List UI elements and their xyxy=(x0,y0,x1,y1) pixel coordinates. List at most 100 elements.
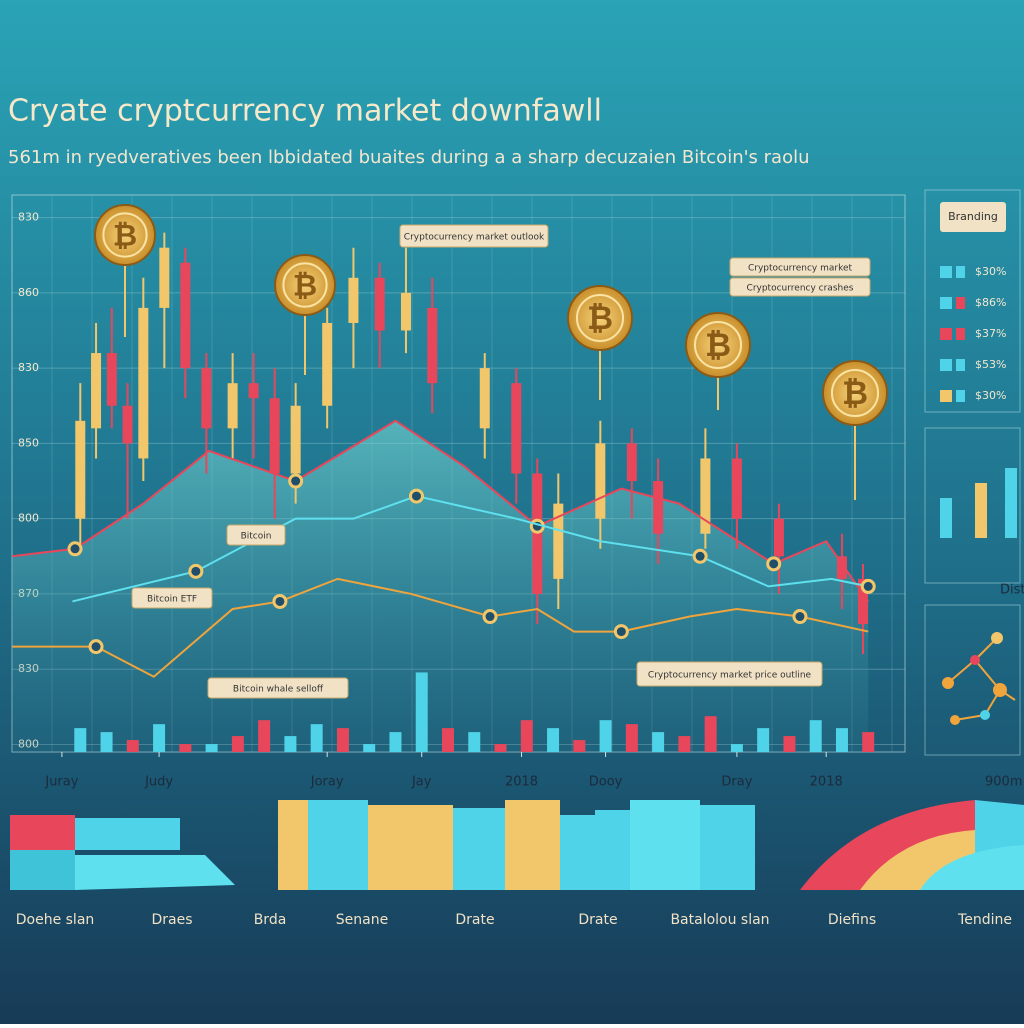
legend-title-box xyxy=(940,202,1006,232)
coin-symbol: ₿ xyxy=(705,326,731,364)
candle-body xyxy=(731,458,742,519)
volume-bar xyxy=(336,728,349,752)
bottom-graphics xyxy=(10,800,1024,890)
bottom-label: Diefins xyxy=(828,912,876,928)
candle-body xyxy=(75,420,86,519)
volume-bar xyxy=(205,744,218,752)
annotation-box xyxy=(399,224,549,248)
legend-label: $86% xyxy=(975,296,1006,309)
title: Cryate cryptcurrency market downfawll xyxy=(8,94,602,129)
y-tick-label: 800 xyxy=(18,512,39,525)
x-tick-label: Jay xyxy=(411,775,432,790)
point-marker xyxy=(692,548,708,564)
side-bar xyxy=(975,483,987,538)
coin-symbol: ₿ xyxy=(293,269,317,304)
annotation: Cryptocurrency market outlook xyxy=(404,233,545,243)
legend-swatch xyxy=(956,328,965,340)
volume-bar xyxy=(231,736,244,752)
annotation: Cryptocurrency market xyxy=(748,264,853,274)
legend-title: Branding xyxy=(948,210,998,223)
volume-bar xyxy=(704,716,717,752)
bottom-label: Tendine xyxy=(957,912,1012,928)
x-tick-label: Joray xyxy=(310,775,344,790)
candle-body xyxy=(138,307,149,459)
x-tick-label: Juray xyxy=(44,775,78,790)
volume-bar xyxy=(153,724,166,752)
network-nodes xyxy=(942,632,1007,725)
volume-bar xyxy=(310,724,323,752)
bottom-label: Doehe slan xyxy=(16,912,95,928)
bottom-label: Batalolou slan xyxy=(670,912,769,928)
volume-bar xyxy=(547,728,560,752)
point-marker xyxy=(408,488,424,504)
plot: 830860830850800870830800JurayJudyJorayJa… xyxy=(11,195,905,790)
legend-label: $53% xyxy=(975,358,1006,371)
volume-bar xyxy=(494,744,507,752)
candle-body xyxy=(227,383,238,429)
annotation-box xyxy=(636,661,823,687)
legend-swatch xyxy=(956,390,965,402)
candle-body xyxy=(91,353,102,429)
volume-bar xyxy=(389,732,402,752)
legend-swatch xyxy=(940,390,952,402)
y-tick-label: 830 xyxy=(18,361,39,374)
annotation: Cryptocurrency crashes xyxy=(747,284,854,294)
y-tick-label: 860 xyxy=(18,286,39,299)
volume-bar xyxy=(573,740,586,752)
annotation-box xyxy=(131,587,213,609)
volume-bar xyxy=(652,732,665,752)
candle-body xyxy=(857,578,868,625)
point-marker xyxy=(482,609,498,625)
candle-body xyxy=(700,458,711,534)
y-tick-label: 850 xyxy=(18,436,39,449)
volume-bar xyxy=(468,732,481,752)
point-marker xyxy=(272,593,288,609)
coin-inner xyxy=(282,262,328,308)
volume-bar xyxy=(441,728,454,752)
subtitle: 561m in ryedveratives been lbbidated bua… xyxy=(8,147,810,168)
candle-body xyxy=(427,307,438,384)
volume-bar xyxy=(284,736,297,752)
legend-label: $30% xyxy=(975,265,1006,278)
candle-body xyxy=(106,353,117,406)
x-tick-label: 2018 xyxy=(810,775,843,790)
candle-body xyxy=(290,405,301,474)
volume-bar xyxy=(625,724,638,752)
bottom-label: Drate xyxy=(578,912,617,928)
x-tick-label: Dray xyxy=(721,775,752,790)
annotation: Bitcoin ETF xyxy=(147,595,197,605)
legend-swatch xyxy=(940,266,952,278)
point-marker xyxy=(88,639,104,655)
point-marker xyxy=(188,563,204,579)
legend-swatch xyxy=(940,359,952,371)
candle-body xyxy=(595,443,606,519)
candle-body xyxy=(511,383,522,474)
side-panel xyxy=(924,427,1021,584)
candle-body xyxy=(201,368,212,429)
annotation: Bitcoin whale selloff xyxy=(233,685,324,695)
point-marker xyxy=(860,578,876,594)
volume-bar xyxy=(74,728,87,752)
volume-bar xyxy=(100,732,113,752)
candle-body xyxy=(374,277,385,331)
volume-bar xyxy=(599,720,612,752)
point-marker xyxy=(792,609,808,625)
coin-symbol: ₿ xyxy=(113,219,137,254)
candle-body xyxy=(626,443,637,482)
volume-bar xyxy=(415,672,428,752)
legend-label: $37% xyxy=(975,327,1006,340)
candle-body xyxy=(836,556,847,579)
legend-swatch xyxy=(956,359,965,371)
bottom-label: Senane xyxy=(336,912,388,928)
annotation: Bitcoin xyxy=(241,532,272,542)
candle-body xyxy=(348,277,359,323)
bottom-label: Draes xyxy=(151,912,192,928)
annotation-box xyxy=(729,277,871,297)
annotation-box xyxy=(729,257,871,277)
bottom-labels: Doehe slan Draes Brda Senane Drate Drate Batal… xyxy=(16,912,1012,928)
candle-body xyxy=(773,518,784,557)
volume-bar xyxy=(757,728,770,752)
legend-swatch xyxy=(956,266,965,278)
coin-inner xyxy=(693,320,743,370)
